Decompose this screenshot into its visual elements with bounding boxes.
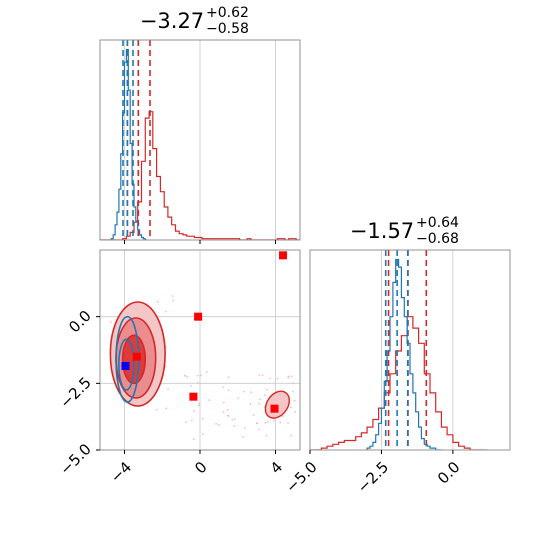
faint-sample-point [193,410,195,413]
faint-sample-point [231,418,234,421]
blue-point-cluster-0 [121,362,130,370]
faint-sample-point [201,417,204,420]
red-point-cluster-2 [189,392,198,401]
red-point-cluster-1 [132,352,141,361]
faint-sample-point [184,375,187,377]
faint-sample-point [291,390,294,393]
top-hist-title-main: −3.27 [140,9,204,33]
right-hist-series-0-steps [310,316,488,450]
faint-sample-point [185,421,188,424]
faint-sample-point [264,421,267,424]
faint-sample-point [252,414,255,416]
faint-sample-point [290,434,293,437]
faint-sample-point [276,377,279,380]
faint-sample-point [258,402,261,405]
faint-sample-point [287,422,289,424]
faint-sample-point [215,422,217,425]
faint-sample-point [256,422,258,425]
faint-sample-point [109,321,112,323]
faint-sample-point [155,408,158,411]
faint-sample-point [222,401,225,404]
faint-sample-point [196,374,199,377]
faint-sample-point [172,299,174,302]
faint-sample-point [227,389,230,392]
faint-sample-point [290,375,293,378]
faint-sample-point [265,434,268,437]
faint-sample-point [250,391,252,394]
faint-sample-point [234,417,236,420]
faint-sample-point [293,399,296,402]
faint-sample-point [249,403,252,405]
faint-sample-point [190,385,192,387]
faint-sample-point [293,410,296,413]
faint-sample-point [171,295,174,297]
right-hist-series-1-steps [366,258,442,450]
faint-sample-point [200,374,202,377]
right-hist-title-upper-error: +0.64 [416,215,459,231]
faint-sample-point [273,419,275,422]
faint-sample-point [186,376,189,378]
faint-sample-point [258,374,261,377]
faint-sample-point [197,404,200,407]
faint-sample-point [164,310,167,313]
faint-sample-point [264,394,266,397]
faint-sample-point [192,438,195,441]
faint-sample-point [201,433,204,435]
red-point-cluster-3 [270,404,279,413]
top-hist-title-lower-error: −0.58 [206,21,249,37]
faint-sample-point [157,300,159,303]
blue-density-contour-1 [118,338,135,391]
top-hist-series-0-steps [100,111,300,240]
faint-sample-point [222,411,225,414]
faint-sample-point [227,376,230,379]
faint-sample-point [265,388,268,391]
faint-sample-point [290,406,292,409]
faint-sample-point [266,421,269,423]
right-hist-title-main: −1.57 [350,219,414,243]
faint-sample-point [196,381,199,384]
joint-plot-area [109,251,296,441]
faint-sample-point [233,425,236,427]
faint-sample-point [226,409,229,411]
right-hist-title-lower-error: −0.68 [416,231,459,247]
faint-sample-point [269,377,272,380]
faint-sample-point [291,382,294,385]
faint-sample-point [237,397,240,400]
faint-sample-point [217,423,220,426]
faint-sample-point [222,386,225,389]
red-point-cluster-0 [194,312,203,321]
faint-sample-point [259,398,262,401]
red-point-cluster-4 [279,251,288,260]
top-hist-title-upper-error: +0.62 [206,5,249,21]
faint-sample-point [206,371,208,374]
faint-sample-point [198,402,201,405]
faint-sample-point [257,428,260,431]
faint-sample-point [244,426,247,429]
faint-sample-point [261,374,264,377]
faint-sample-point [208,399,211,402]
faint-sample-point [279,421,282,424]
faint-sample-point [242,436,245,438]
faint-sample-point [287,375,290,378]
faint-sample-point [165,407,168,410]
right-hist-frame [309,249,511,451]
faint-sample-point [281,415,284,418]
faint-sample-point [167,388,169,391]
faint-sample-point [190,419,193,422]
faint-sample-point [226,414,229,417]
top-hist-series-1-steps [110,48,148,240]
faint-sample-point [243,390,245,393]
